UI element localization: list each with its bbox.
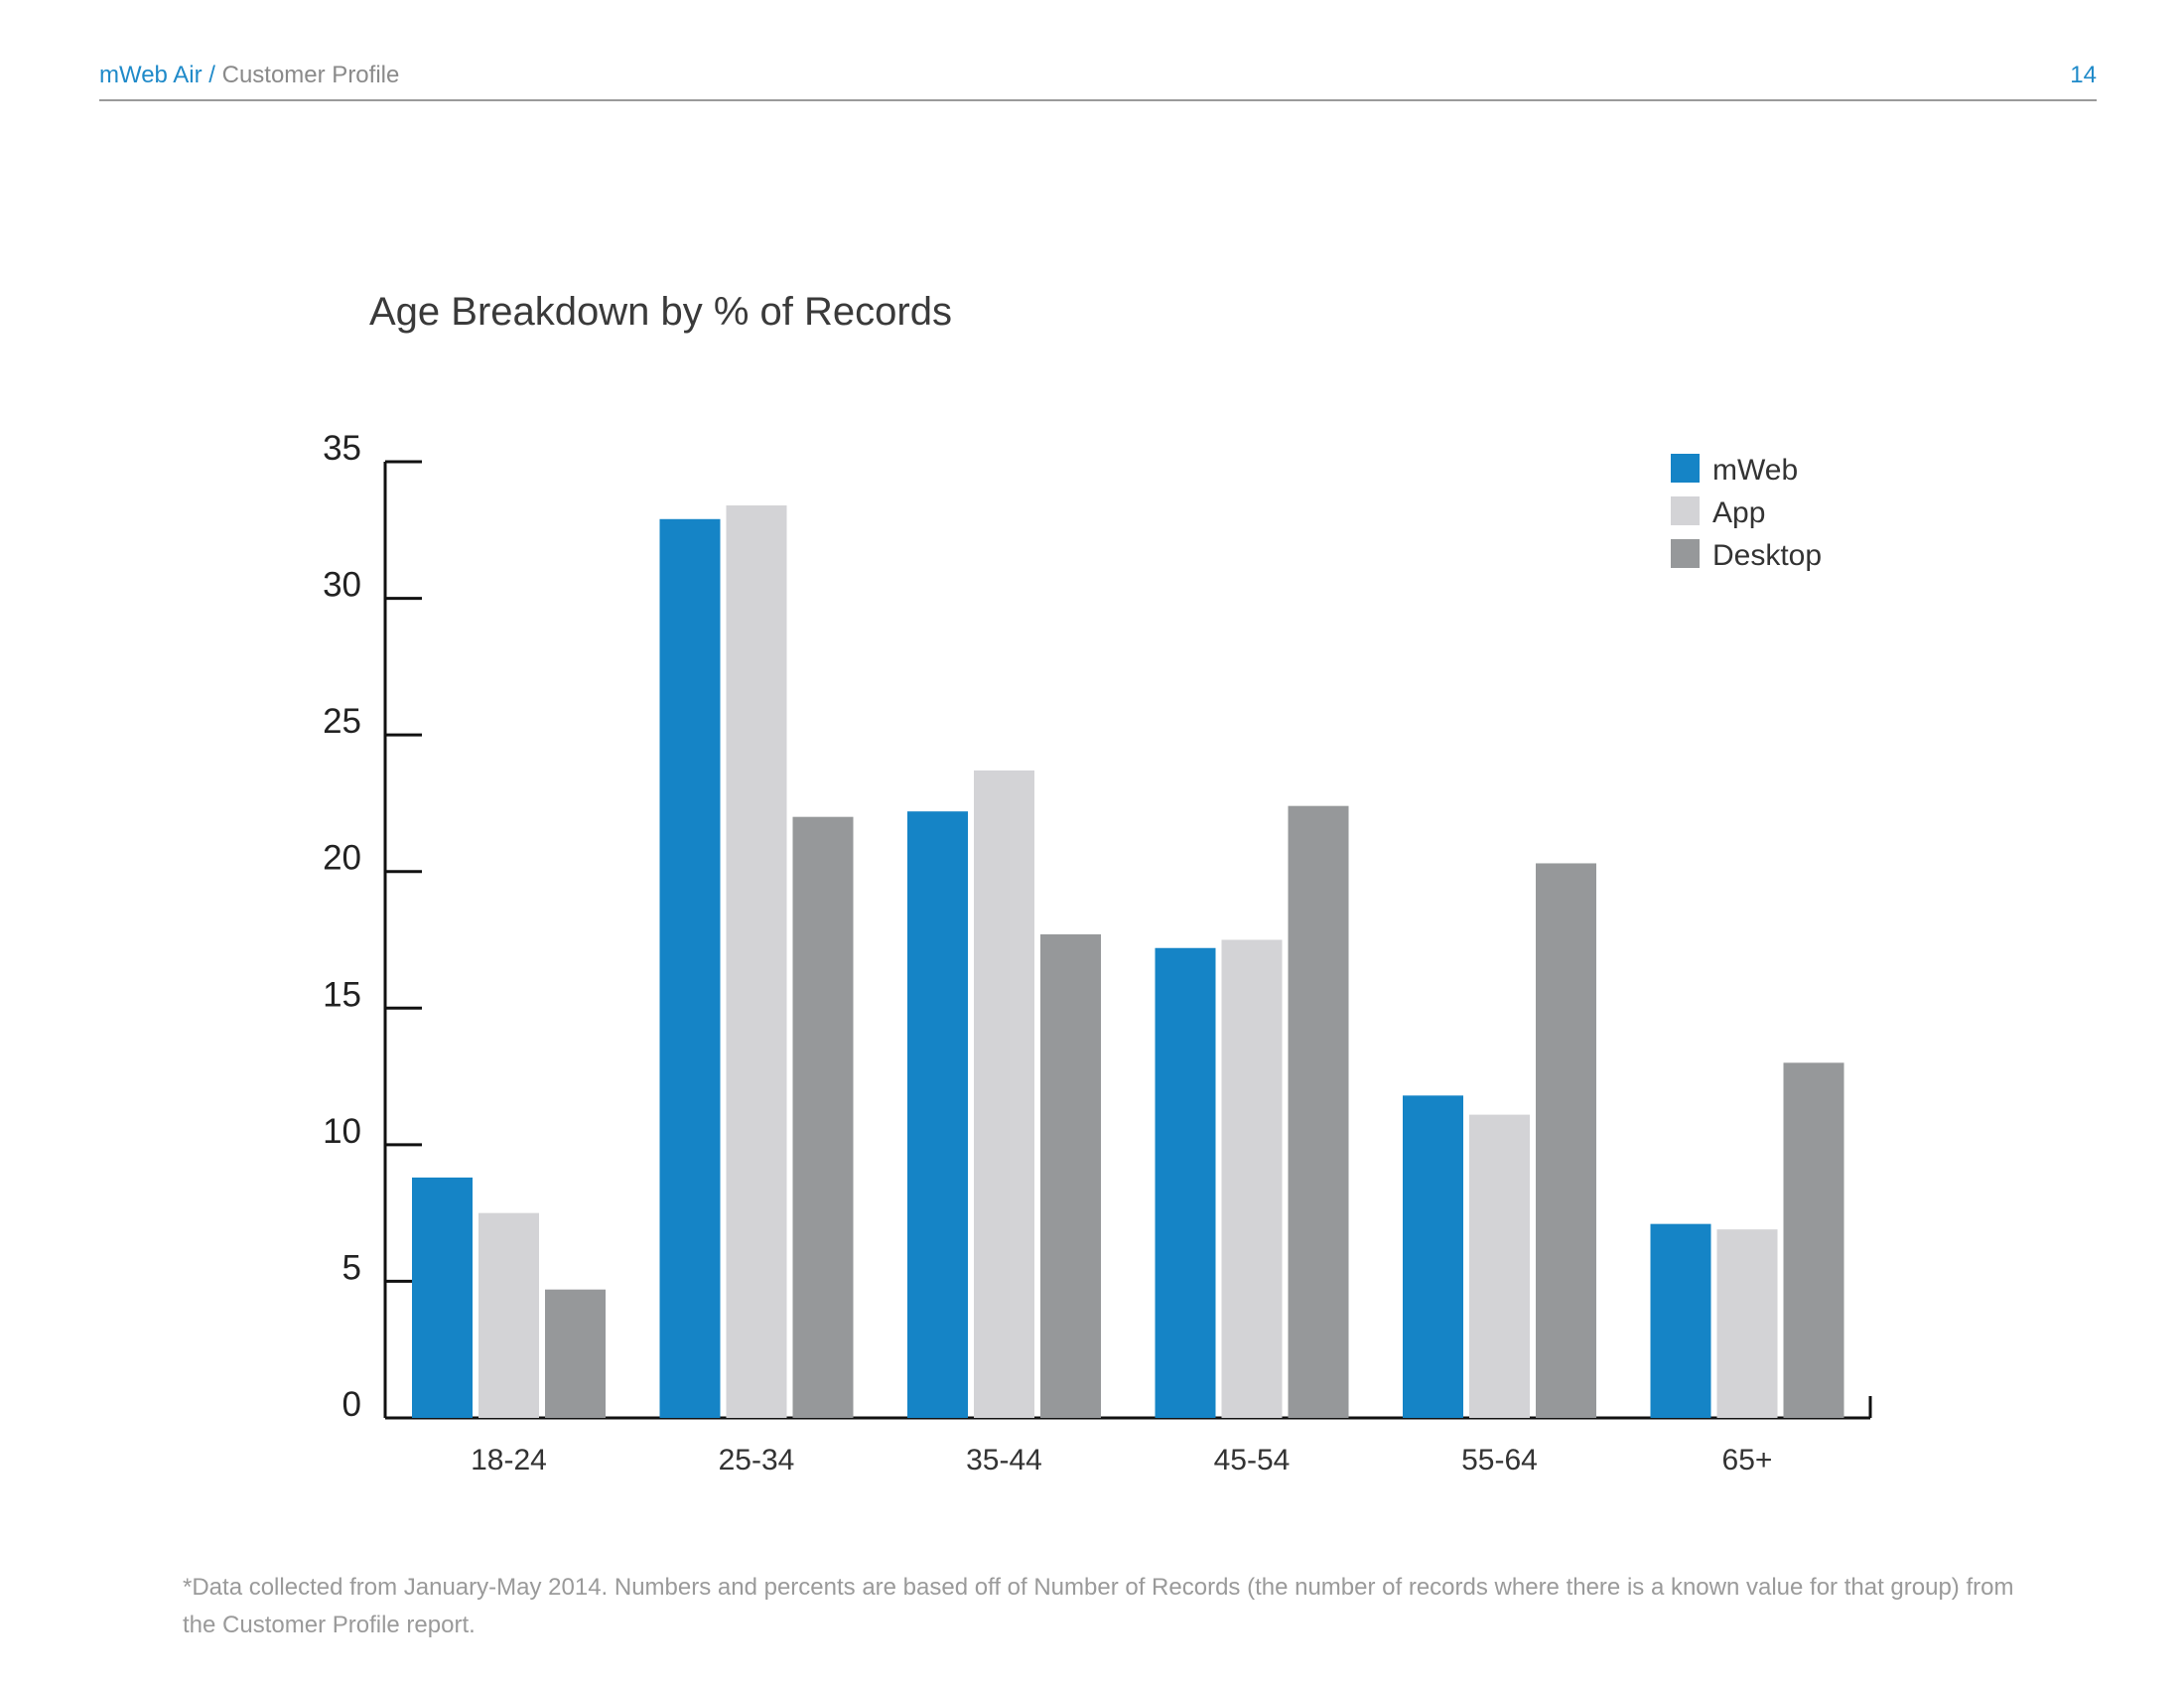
x-tick-label: 45-54 — [1214, 1444, 1291, 1477]
bar-mweb-55-64 — [1403, 1095, 1463, 1418]
bar-mweb-25-34 — [659, 518, 721, 1418]
legend-label-app: App — [1712, 496, 1765, 529]
bar-app-35-44 — [974, 770, 1034, 1418]
legend-swatch-mweb — [1671, 454, 1700, 483]
y-tick-label: 0 — [342, 1385, 361, 1424]
y-tick-label: 5 — [342, 1248, 361, 1287]
category-labels: 18-24 25-34 35-44 45-54 55-64 65+ — [471, 1444, 1772, 1477]
legend-label-desktop: Desktop — [1712, 539, 1822, 572]
x-tick-label: 35-44 — [966, 1444, 1042, 1477]
y-tick-label: 20 — [323, 839, 361, 878]
breadcrumb-separator: / — [208, 62, 215, 88]
chart-axes: 0 5 10 15 20 25 30 35 — [323, 429, 1872, 1424]
bar-mweb-65+ — [1650, 1223, 1711, 1418]
breadcrumb: mWeb Air / Customer Profile — [99, 62, 399, 89]
bar-app-45-54 — [1221, 939, 1283, 1418]
bar-desktop-18-24 — [545, 1289, 606, 1418]
bar-desktop-25-34 — [792, 816, 854, 1418]
page-header: mWeb Air / Customer Profile 14 — [99, 60, 2097, 101]
page-number: 14 — [2070, 62, 2097, 88]
y-tick-label: 30 — [323, 566, 361, 605]
brand-name: mWeb Air — [99, 62, 203, 88]
y-tick-label: 10 — [323, 1112, 361, 1151]
x-tick-label: 55-64 — [1461, 1444, 1538, 1477]
bar-mweb-45-54 — [1155, 947, 1216, 1418]
legend-swatch-desktop — [1671, 539, 1700, 568]
x-tick-label: 18-24 — [471, 1444, 547, 1477]
y-tick-label: 25 — [323, 702, 361, 741]
bar-desktop-35-44 — [1040, 933, 1101, 1418]
bar-app-55-64 — [1469, 1114, 1530, 1418]
chart-legend: mWeb App Desktop — [1671, 454, 1822, 572]
bar-desktop-65+ — [1783, 1062, 1844, 1418]
x-tick-label: 25-34 — [719, 1444, 795, 1477]
bar-desktop-45-54 — [1288, 805, 1349, 1418]
bar-desktop-55-64 — [1536, 863, 1596, 1418]
bar-mweb-18-24 — [412, 1177, 473, 1418]
x-tick-label: 65+ — [1722, 1444, 1773, 1477]
chart-title: Age Breakdown by % of Records — [369, 290, 952, 334]
chart-bars — [412, 505, 1844, 1419]
legend-swatch-app — [1671, 496, 1700, 525]
y-tick-label: 35 — [323, 429, 361, 468]
footnote: *Data collected from January-May 2014. N… — [183, 1574, 2014, 1638]
legend-label-mweb: mWeb — [1712, 454, 1798, 487]
section-title: Customer Profile — [221, 62, 400, 88]
bar-mweb-35-44 — [907, 811, 968, 1418]
bar-app-25-34 — [726, 505, 787, 1419]
y-tick-label: 15 — [323, 975, 361, 1014]
bar-app-65+ — [1716, 1229, 1778, 1418]
bar-app-18-24 — [478, 1212, 539, 1418]
